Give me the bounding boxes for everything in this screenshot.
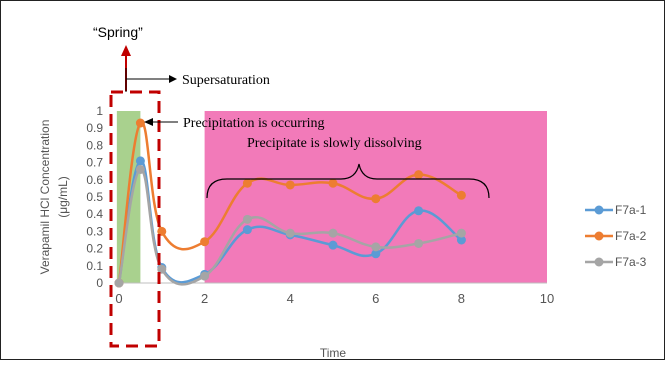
- spring-arrow-head: [121, 45, 131, 56]
- y-tick-label: 0.6: [86, 173, 103, 187]
- y-tick-label: 0.4: [86, 207, 103, 221]
- legend-label: F7a-1: [615, 203, 647, 217]
- data-point-F7a-1: [456, 235, 466, 245]
- y-tick-label: 0.7: [86, 156, 103, 170]
- data-point-F7a-2: [414, 170, 424, 180]
- data-point-F7a-2: [371, 194, 381, 204]
- data-point-F7a-3: [414, 238, 424, 248]
- y-tick-label: 0.1: [86, 259, 103, 273]
- data-point-F7a-2: [135, 118, 145, 128]
- x-axis-title: Time: [320, 346, 347, 360]
- data-point-F7a-1: [371, 249, 381, 259]
- data-point-F7a-3: [371, 242, 381, 252]
- spring-label: “Spring”: [93, 24, 143, 40]
- data-point-F7a-3: [200, 271, 210, 281]
- y-axis-unit: (μg/mL): [56, 176, 70, 218]
- y-axis-title: Verapamil HCl Concentration: [38, 120, 52, 275]
- legend-swatch-marker: [594, 231, 604, 241]
- legend-swatch-marker: [594, 257, 604, 267]
- data-point-F7a-1: [242, 225, 252, 235]
- axes: 00.10.20.30.40.50.60.70.80.910 2 4 6 8 10Time…: [38, 104, 554, 360]
- supersat-arrow-head: [169, 75, 177, 83]
- x-tick-label: 8: [458, 291, 465, 306]
- x-tick-label: 10: [540, 291, 554, 306]
- data-point-F7a-3: [456, 228, 466, 238]
- data-point-F7a-3: [135, 164, 145, 174]
- y-tick-label: 0.3: [86, 224, 103, 238]
- series-lines: [114, 118, 466, 288]
- legend-swatch-marker: [594, 205, 604, 215]
- data-point-F7a-1: [328, 240, 338, 250]
- y-tick-label: 1: [96, 104, 103, 118]
- data-point-F7a-2: [242, 178, 252, 188]
- data-point-F7a-2: [157, 226, 167, 236]
- y-tick-label: 0.5: [86, 190, 103, 204]
- precip-arrow-head: [144, 118, 153, 126]
- data-point-F7a-2: [328, 178, 338, 188]
- legend: F7a-1 F7a-2 F7a-3: [585, 203, 647, 269]
- x-tick-label: 4: [287, 291, 294, 306]
- data-point-F7a-3: [242, 214, 252, 224]
- x-tick-label: 0: [115, 291, 122, 306]
- supersaturation-label: Supersaturation: [182, 73, 270, 88]
- data-point-F7a-2: [285, 180, 295, 190]
- data-point-F7a-1: [135, 156, 145, 166]
- data-point-F7a-1: [414, 206, 424, 216]
- y-tick-label: 0.2: [86, 242, 103, 256]
- dissolving-brace: [206, 163, 490, 199]
- y-tick-label: 0: [96, 276, 103, 290]
- x-tick-label: 2: [201, 291, 208, 306]
- dissolving-label: Precipitate is slowly dissolving: [247, 136, 422, 151]
- legend-label: F7a-2: [615, 229, 647, 243]
- precipitation-label: Precipitation is occurring: [183, 116, 325, 131]
- data-point-F7a-3: [328, 228, 338, 238]
- x-tick-label: 6: [372, 291, 379, 306]
- spring-dashed-box: [109, 90, 161, 348]
- data-point-F7a-2: [200, 237, 210, 247]
- data-point-F7a-2: [456, 190, 466, 200]
- legend-label: F7a-3: [615, 255, 647, 269]
- data-point-F7a-3: [114, 278, 124, 288]
- y-tick-label: 0.9: [86, 121, 103, 135]
- data-point-F7a-3: [285, 228, 295, 238]
- y-tick-label: 0.8: [86, 138, 103, 152]
- data-point-F7a-3: [157, 264, 167, 274]
